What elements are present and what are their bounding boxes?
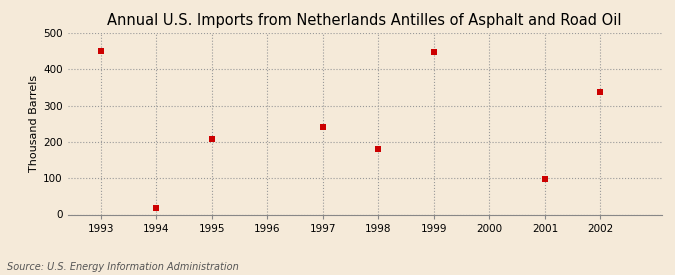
Text: Source: U.S. Energy Information Administration: Source: U.S. Energy Information Administ… <box>7 262 238 272</box>
Title: Annual U.S. Imports from Netherlands Antilles of Asphalt and Road Oil: Annual U.S. Imports from Netherlands Ant… <box>107 13 622 28</box>
Y-axis label: Thousand Barrels: Thousand Barrels <box>29 75 39 172</box>
